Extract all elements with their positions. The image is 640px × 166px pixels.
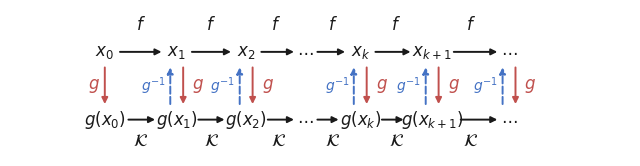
Text: $\mathcal{K}$: $\mathcal{K}$ (204, 132, 219, 150)
Text: $f$: $f$ (207, 16, 216, 34)
Text: $f$: $f$ (328, 16, 338, 34)
Text: $g^{-1}$: $g^{-1}$ (474, 75, 498, 97)
Text: $g$: $g$ (88, 77, 100, 95)
Text: $g$: $g$ (447, 77, 460, 95)
Text: $x_0$: $x_0$ (95, 43, 115, 61)
Text: $f$: $f$ (136, 16, 145, 34)
Text: $g$: $g$ (376, 77, 388, 95)
Text: $\mathcal{K}$: $\mathcal{K}$ (133, 132, 148, 150)
Text: $x_2$: $x_2$ (237, 43, 255, 61)
Text: $g(x_0)$: $g(x_0)$ (84, 109, 125, 131)
Text: $\mathcal{K}$: $\mathcal{K}$ (463, 132, 478, 150)
Text: $\cdots$: $\cdots$ (298, 111, 314, 129)
Text: $x_{k+1}$: $x_{k+1}$ (412, 43, 452, 61)
Text: $f$: $f$ (392, 16, 401, 34)
Text: $x_k$: $x_k$ (351, 43, 370, 61)
Text: $g$: $g$ (192, 77, 204, 95)
Text: $f$: $f$ (466, 16, 476, 34)
Text: $g$: $g$ (262, 77, 273, 95)
Text: $\mathcal{K}$: $\mathcal{K}$ (271, 132, 286, 150)
Text: $\cdots$: $\cdots$ (500, 43, 517, 61)
Text: $\mathcal{K}$: $\mathcal{K}$ (326, 132, 340, 150)
Text: $\mathcal{K}$: $\mathcal{K}$ (389, 132, 404, 150)
Text: $x_1$: $x_1$ (168, 43, 186, 61)
Text: $g(x_2)$: $g(x_2)$ (225, 109, 267, 131)
Text: $g(x_k)$: $g(x_k)$ (340, 109, 381, 131)
Text: $g$: $g$ (524, 77, 536, 95)
Text: $g(x_1)$: $g(x_1)$ (156, 109, 198, 131)
Text: $\cdots$: $\cdots$ (298, 43, 314, 61)
Text: $g^{-1}$: $g^{-1}$ (141, 75, 166, 97)
Text: $g^{-1}$: $g^{-1}$ (396, 75, 421, 97)
Text: $f$: $f$ (271, 16, 281, 34)
Text: $g^{-1}$: $g^{-1}$ (324, 75, 349, 97)
Text: $g(x_{k+1})$: $g(x_{k+1})$ (401, 109, 463, 131)
Text: $g^{-1}$: $g^{-1}$ (211, 75, 236, 97)
Text: $\cdots$: $\cdots$ (500, 111, 517, 129)
